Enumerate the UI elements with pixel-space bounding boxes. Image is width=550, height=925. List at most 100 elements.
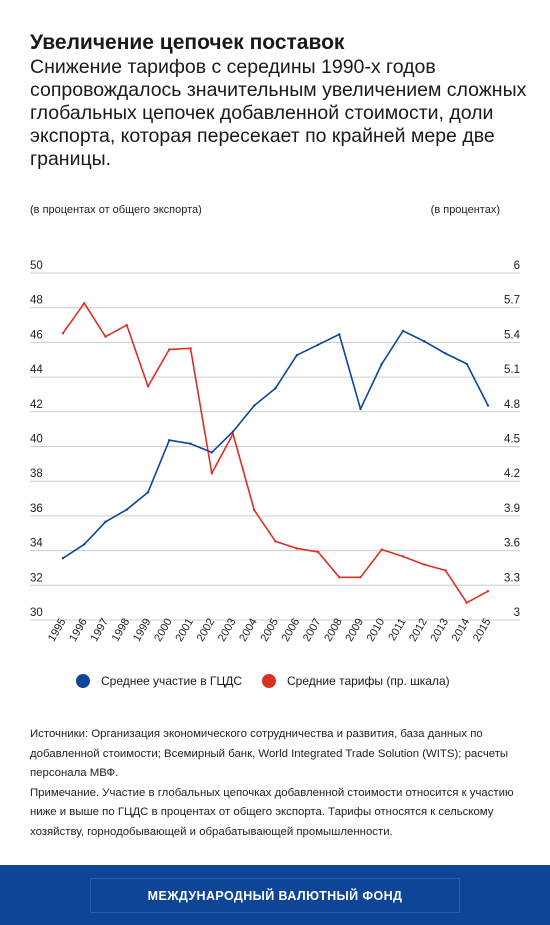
data-point-gvc xyxy=(146,491,150,494)
y-right-tick-label: 3.3 xyxy=(504,572,520,584)
data-point-gvc xyxy=(231,430,235,433)
data-point-tariffs xyxy=(210,472,213,475)
data-point-tariffs xyxy=(231,432,235,436)
data-point-tariffs xyxy=(380,548,383,551)
y-right-tick-label: 5.1 xyxy=(504,364,520,376)
y-right-tick-label: 4.2 xyxy=(504,468,520,480)
data-point-tariffs xyxy=(316,550,320,554)
data-point-gvc xyxy=(253,404,256,407)
data-point-tariffs xyxy=(274,540,277,543)
data-point-gvc xyxy=(401,329,405,333)
right-axis-label: (в процентах) xyxy=(430,204,500,216)
data-point-gvc xyxy=(338,333,341,336)
footer-banner: МЕЖДУНАРОДНЫЙ ВАЛЮТНЫЙ ФОНД xyxy=(0,865,550,925)
x-tick-label: 2015 xyxy=(471,617,494,644)
series-line-tariffs xyxy=(62,302,489,604)
x-tick-label: 2002 xyxy=(195,617,218,644)
y-right-tick-label: 4.8 xyxy=(504,399,520,411)
data-point-gvc xyxy=(189,442,192,445)
data-point-tariffs xyxy=(465,601,468,604)
x-tick-label: 2010 xyxy=(365,617,388,644)
data-point-gvc xyxy=(125,508,128,511)
legend-label-tariffs: Средние тарифы (пр. шкала) xyxy=(287,674,450,688)
y-left-tick-label: 36 xyxy=(30,503,43,515)
data-point-tariffs xyxy=(423,563,426,566)
left-axis-label: (в процентах от общего экспорта) xyxy=(30,204,202,216)
y-left-tick-label: 44 xyxy=(30,364,43,376)
y-left-tick-label: 40 xyxy=(30,434,43,446)
data-point-gvc xyxy=(295,354,298,357)
x-tick-label: 2008 xyxy=(322,617,345,644)
x-tick-label: 2004 xyxy=(237,617,260,644)
legend-marker-gvc xyxy=(76,674,90,688)
data-point-gvc xyxy=(274,386,277,390)
footer-logo-text: МЕЖДУНАРОДНЫЙ ВАЛЮТНЫЙ ФОНД xyxy=(147,888,403,903)
legend: Среднее участие в ГЦДС Средние тарифы (п… xyxy=(0,674,550,694)
x-tick-label: 2001 xyxy=(173,617,196,644)
line-chart: 50 6 48 5.7 46 5.4 44 5.1 42 4.8 40 4.5 38 4.2 36 3.9 34… xyxy=(30,260,521,644)
sources-text: Источники: Организация экономического со… xyxy=(30,728,509,779)
data-point-gvc xyxy=(359,407,362,411)
x-tick-label: 1995 xyxy=(46,617,69,644)
y-right-tick-label: 5.7 xyxy=(504,295,520,307)
y-left-tick-label: 42 xyxy=(30,399,43,411)
data-point-tariffs xyxy=(125,323,128,327)
data-point-gvc xyxy=(423,340,426,343)
x-tick-label: 2007 xyxy=(301,617,324,644)
y-left-tick-label: 30 xyxy=(30,607,43,619)
data-point-tariffs xyxy=(486,589,490,593)
y-right-tick-label: 3.6 xyxy=(504,538,520,550)
y-right-tick-label: 6 xyxy=(514,260,520,272)
data-point-tariffs xyxy=(189,347,192,350)
data-point-tariffs xyxy=(83,301,86,305)
x-tick-label: 2009 xyxy=(343,617,366,644)
data-point-tariffs xyxy=(444,569,447,572)
x-tick-label: 2014 xyxy=(450,617,473,644)
data-point-tariffs xyxy=(401,555,405,558)
data-point-tariffs xyxy=(359,576,362,579)
data-point-gvc xyxy=(444,352,447,355)
data-point-tariffs xyxy=(146,385,150,388)
data-point-gvc xyxy=(168,439,171,442)
data-point-tariffs xyxy=(338,576,341,579)
data-point-tariffs xyxy=(61,332,65,335)
data-point-tariffs xyxy=(253,509,256,512)
y-right-tick-label: 4.5 xyxy=(504,434,520,446)
data-point-gvc xyxy=(61,557,65,560)
note-text: Примечание. Участие в глобальных цепочка… xyxy=(30,786,514,838)
legend-item-gvc: Среднее участие в ГЦДС xyxy=(76,674,242,688)
data-point-tariffs xyxy=(104,335,107,338)
y-left-tick-label: 38 xyxy=(30,468,43,480)
page-subtitle: Снижение тарифов с середины 1990-х годов… xyxy=(30,56,527,170)
x-tick-label: 2012 xyxy=(407,617,430,644)
x-tick-label: 1998 xyxy=(110,617,133,644)
page-title: Увеличение цепочек поставок xyxy=(30,31,345,54)
data-point-gvc xyxy=(316,343,320,347)
legend-marker-tariffs xyxy=(262,674,276,688)
x-tick-label: 2000 xyxy=(152,617,175,644)
footer-frame: МЕЖДУНАРОДНЫЙ ВАЛЮТНЫЙ ФОНД xyxy=(90,878,460,913)
y-right-tick-label: 5.4 xyxy=(504,329,521,341)
legend-label-gvc: Среднее участие в ГЦДС xyxy=(101,674,243,688)
grid-lines xyxy=(30,272,520,621)
y-left-tick-label: 50 xyxy=(30,260,43,272)
y-left-tick-label: 32 xyxy=(30,572,43,584)
x-tick-label: 2005 xyxy=(258,617,281,644)
x-tick-label: 2003 xyxy=(216,617,239,644)
y-left-tick-label: 48 xyxy=(30,295,43,307)
series-lines xyxy=(61,301,490,604)
y-left-tick-label: 34 xyxy=(30,538,43,550)
data-point-gvc xyxy=(83,543,86,546)
x-tick-label: 2013 xyxy=(428,617,451,644)
x-tick-label: 1997 xyxy=(88,617,111,644)
tick-labels: 50 6 48 5.7 46 5.4 44 5.1 42 4.8 40 4.5 38 4.2 36 3.9 34… xyxy=(30,260,521,644)
y-right-tick-label: 3.9 xyxy=(504,503,520,515)
data-point-tariffs xyxy=(168,348,171,351)
data-point-gvc xyxy=(210,451,213,454)
data-point-gvc xyxy=(486,404,490,407)
source-notes: Источники: Организация экономического со… xyxy=(30,725,530,842)
data-point-gvc xyxy=(465,362,468,366)
y-left-tick-label: 46 xyxy=(30,329,43,341)
y-right-tick-label: 3 xyxy=(514,607,520,619)
x-tick-label: 2006 xyxy=(280,617,303,644)
